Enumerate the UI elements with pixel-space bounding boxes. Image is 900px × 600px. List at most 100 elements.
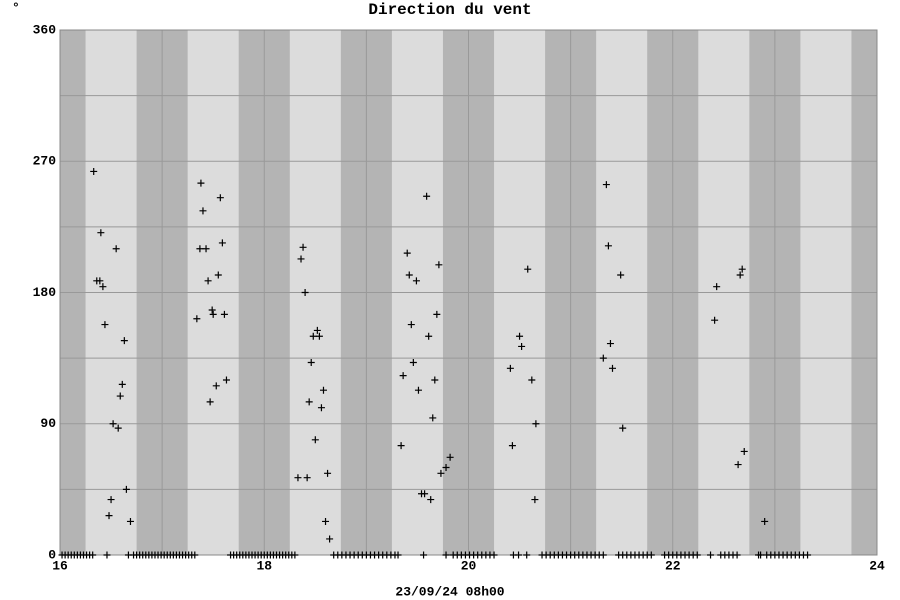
y-tick-label: 270: [33, 154, 57, 169]
point: [528, 376, 536, 384]
chart-title: Direction du vent: [368, 1, 531, 19]
point: [608, 364, 616, 372]
point: [96, 277, 104, 285]
point: [105, 512, 113, 520]
point: [423, 192, 431, 200]
point: [490, 551, 498, 559]
point: [214, 271, 222, 279]
point: [101, 321, 109, 329]
point: [713, 283, 721, 291]
point: [734, 461, 742, 469]
point: [197, 179, 205, 187]
point: [446, 453, 454, 461]
point: [425, 332, 433, 340]
point: [420, 551, 428, 559]
point: [116, 392, 124, 400]
point: [294, 474, 302, 482]
point: [757, 551, 765, 559]
point: [524, 265, 532, 273]
point: [220, 310, 228, 318]
point: [309, 332, 317, 340]
point: [297, 255, 305, 263]
point: [315, 332, 323, 340]
point: [114, 424, 122, 432]
point: [202, 245, 210, 253]
point: [405, 271, 413, 279]
point: [412, 277, 420, 285]
point: [301, 289, 309, 296]
point: [518, 342, 526, 350]
x-tick-label: 24: [869, 558, 885, 573]
point: [531, 496, 539, 504]
point: [319, 386, 327, 394]
point: [532, 420, 540, 428]
point: [693, 551, 701, 559]
point: [399, 372, 407, 380]
point: [313, 326, 321, 334]
point: [112, 245, 120, 253]
point: [515, 551, 523, 559]
point: [311, 436, 319, 444]
point: [508, 442, 516, 450]
point: [324, 469, 332, 477]
point: [322, 517, 330, 525]
point: [421, 490, 429, 498]
point: [442, 551, 450, 559]
point: [523, 551, 531, 559]
point: [761, 517, 769, 525]
point: [97, 229, 105, 237]
point: [433, 310, 441, 318]
point: [216, 194, 224, 202]
point: [206, 398, 214, 406]
point: [209, 310, 217, 318]
point: [397, 442, 405, 450]
point: [617, 271, 625, 279]
point: [804, 551, 812, 559]
point: [191, 551, 199, 559]
point: [222, 376, 230, 384]
point: [90, 167, 98, 175]
point: [606, 340, 614, 348]
y-tick-label: 360: [33, 22, 57, 37]
y-tick-label: 180: [33, 285, 57, 300]
point: [740, 447, 748, 455]
point: [619, 424, 627, 432]
point: [407, 321, 415, 329]
point: [307, 359, 315, 366]
point: [317, 404, 325, 412]
point: [199, 207, 207, 215]
point: [602, 181, 610, 189]
point: [431, 376, 439, 384]
point: [204, 277, 212, 285]
point: [409, 359, 417, 366]
point: [118, 380, 126, 388]
x-tick-label: 18: [256, 558, 272, 573]
point: [733, 551, 741, 559]
x-tick-label: 20: [461, 558, 477, 573]
point: [303, 474, 311, 482]
point: [394, 551, 402, 559]
point: [107, 496, 115, 504]
y-tick-label: 90: [40, 416, 56, 431]
point: [299, 243, 307, 251]
point: [212, 382, 220, 390]
point: [429, 414, 437, 422]
point: [291, 551, 299, 559]
point: [305, 398, 313, 406]
point: [403, 249, 411, 257]
point: [193, 315, 201, 323]
point: [711, 316, 719, 324]
point: [196, 245, 204, 253]
x-tick-label: 16: [52, 558, 68, 573]
point: [89, 551, 97, 559]
point: [442, 464, 450, 471]
point: [109, 420, 117, 428]
point: [599, 354, 607, 362]
point: [218, 239, 226, 247]
point: [604, 242, 612, 250]
point: [707, 551, 715, 559]
point: [326, 535, 334, 543]
y-tick-label: 0: [48, 547, 56, 562]
point: [736, 271, 744, 279]
point: [738, 265, 746, 273]
